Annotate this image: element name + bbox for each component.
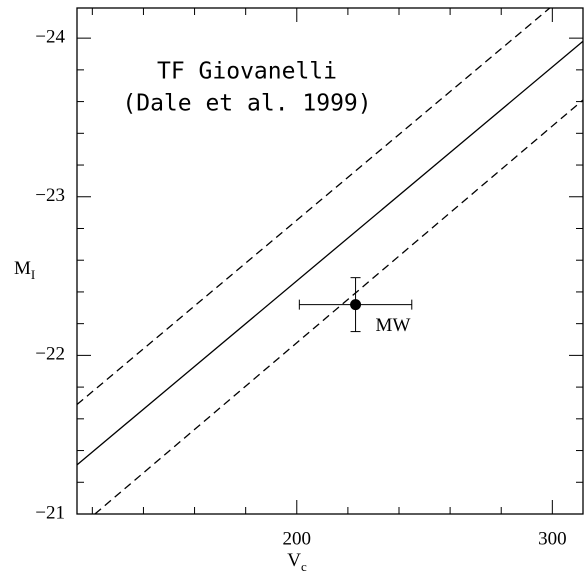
y-axis-label-sub: I	[31, 267, 35, 282]
y-tick-label: −24	[35, 26, 65, 47]
relation-line	[94, 99, 584, 515]
x-tick-label: 300	[538, 528, 567, 549]
y-axis-label-main: M	[14, 258, 31, 279]
annotation: (Dale et al. 1999)	[122, 91, 371, 117]
plot-frame	[76, 7, 584, 515]
x-tick-label: 200	[283, 528, 312, 549]
relation-line	[76, 40, 584, 466]
point	[350, 299, 362, 311]
relation-line	[76, 7, 551, 406]
x-axis-label: Vc	[287, 550, 307, 574]
x-axis-label-sub: c	[301, 559, 307, 574]
y-tick-label: −21	[35, 502, 65, 523]
y-tick-label: −23	[35, 185, 65, 206]
point-label: MW	[376, 315, 411, 336]
annotation: TF Giovanelli	[157, 59, 337, 85]
x-axis-label-main: V	[287, 550, 301, 571]
y-tick-label: −22	[35, 344, 65, 365]
y-axis-label: MI	[14, 258, 35, 282]
